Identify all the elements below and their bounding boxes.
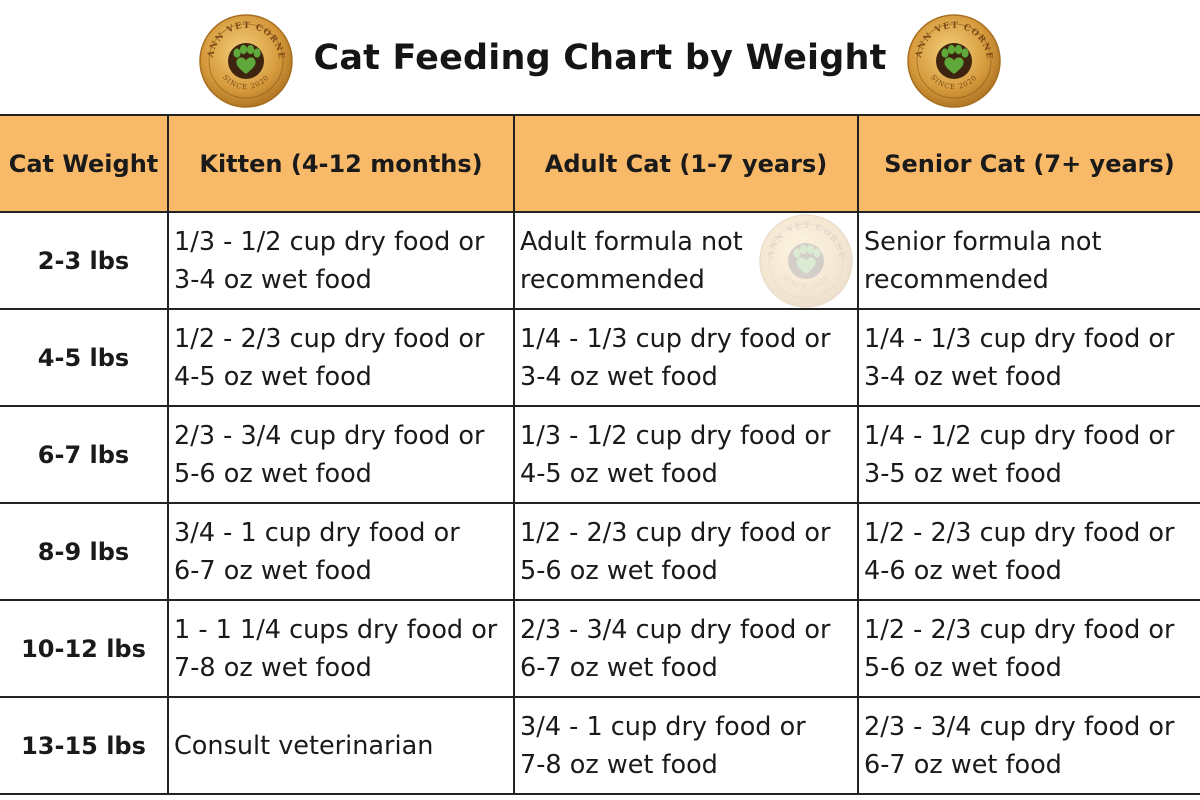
feeding-text-line: 6-7 oz wet food: [174, 555, 372, 586]
paw-heart-icon: [941, 44, 969, 74]
table-body: 2-3 lbs 1/3 - 1/2 cup dry food or 3-4 oz w…: [0, 211, 1200, 795]
feeding-table: Cat Weight Kitten (4-12 months) Adult Ca…: [0, 114, 1200, 795]
feeding-text-line: recommended: [520, 264, 705, 295]
adult-feeding-cell: 1/3 - 1/2 cup dry food or 4-5 oz wet food: [513, 405, 859, 504]
feeding-text-line: 6-7 oz wet food: [864, 749, 1062, 780]
senior-feeding-cell: 1/2 - 2/3 cup dry food or 4-6 oz wet food: [857, 502, 1200, 601]
feeding-text-line: 1/2 - 2/3 cup dry food or: [864, 614, 1175, 645]
column-header-senior: Senior Cat (7+ years): [857, 114, 1200, 213]
feeding-text-line: 5-6 oz wet food: [520, 555, 718, 586]
paw-heart-icon: [233, 44, 261, 74]
feeding-text-line: 3-4 oz wet food: [864, 361, 1062, 392]
feeding-text-line: 3/4 - 1 cup dry food or: [174, 517, 460, 548]
feeding-text-line: 4-6 oz wet food: [864, 555, 1062, 586]
feeding-text-line: 1/4 - 1/3 cup dry food or: [520, 323, 831, 354]
chart-title: Cat Feeding Chart by Weight: [313, 38, 887, 78]
table-row: 13-15 lbs Consult veterinarian 3/4 - 1 cup…: [0, 696, 1200, 795]
feeding-text-line: 1 - 1 1/4 cups dry food or: [174, 614, 498, 645]
senior-feeding-cell: 2/3 - 3/4 cup dry food or 6-7 oz wet food: [857, 696, 1200, 795]
feeding-text-line: 5-6 oz wet food: [864, 652, 1062, 683]
feeding-text-line: Senior formula not: [864, 226, 1102, 257]
senior-feeding-cell: 1/4 - 1/3 cup dry food or 3-4 oz wet food: [857, 308, 1200, 407]
senior-feeding-cell: Senior formula not recommended: [857, 211, 1200, 310]
adult-feeding-cell: 1/4 - 1/3 cup dry food or 3-4 oz wet food: [513, 308, 859, 407]
adult-feeding-cell: 3/4 - 1 cup dry food or 7-8 oz wet food: [513, 696, 859, 795]
feeding-text-line: 1/3 - 1/2 cup dry food or: [520, 420, 831, 451]
table-row: 6-7 lbs 2/3 - 3/4 cup dry food or 5-6 oz w…: [0, 405, 1200, 504]
cat-weight-cell: 2-3 lbs: [0, 211, 169, 310]
column-header-adult: Adult Cat (1-7 years): [513, 114, 859, 213]
feeding-text-line: 7-8 oz wet food: [520, 749, 718, 780]
feeding-text-line: Adult formula not: [520, 226, 743, 257]
column-header-kitten: Kitten (4-12 months): [167, 114, 515, 213]
feeding-text-line: 5-6 oz wet food: [174, 458, 372, 489]
kitten-feeding-cell: 1/2 - 2/3 cup dry food or 4-5 oz wet food: [167, 308, 515, 407]
adult-feeding-cell: 2/3 - 3/4 cup dry food or 6-7 oz wet food: [513, 599, 859, 698]
feeding-text-line: 1/2 - 2/3 cup dry food or: [174, 323, 485, 354]
feeding-text-line: 1/4 - 1/2 cup dry food or: [864, 420, 1175, 451]
senior-feeding-cell: 1/4 - 1/2 cup dry food or 3-5 oz wet food: [857, 405, 1200, 504]
kitten-feeding-cell: 3/4 - 1 cup dry food or 6-7 oz wet food: [167, 502, 515, 601]
feeding-text-line: 7-8 oz wet food: [174, 652, 372, 683]
feeding-text-line: 1/3 - 1/2 cup dry food or: [174, 226, 485, 257]
feeding-text-line: Consult veterinarian: [174, 730, 434, 761]
kitten-feeding-cell: Consult veterinarian: [167, 696, 515, 795]
kitten-feeding-cell: 1/3 - 1/2 cup dry food or 3-4 oz wet food: [167, 211, 515, 310]
feeding-text-line: 2/3 - 3/4 cup dry food or: [520, 614, 831, 645]
feeding-text-line: 2/3 - 3/4 cup dry food or: [864, 711, 1175, 742]
column-header-weight: Cat Weight: [0, 114, 169, 213]
paw-heart-icon: [793, 244, 821, 274]
cat-weight-cell: 10-12 lbs: [0, 599, 169, 698]
feeding-text-line: 4-5 oz wet food: [520, 458, 718, 489]
feeding-text-line: 3-4 oz wet food: [174, 264, 372, 295]
feeding-text-line: 6-7 oz wet food: [520, 652, 718, 683]
table-row: 4-5 lbs 1/2 - 2/3 cup dry food or 4-5 oz w…: [0, 308, 1200, 407]
logo-badge: MANN VET CORNERSINCE 2020: [193, 6, 294, 109]
table-row: 8-9 lbs 3/4 - 1 cup dry food or 6-7 oz wet…: [0, 502, 1200, 601]
feeding-text-line: 3/4 - 1 cup dry food or: [520, 711, 806, 742]
feeding-text-line: 1/2 - 2/3 cup dry food or: [864, 517, 1175, 548]
cat-weight-cell: 13-15 lbs: [0, 696, 169, 795]
table-row: 2-3 lbs 1/3 - 1/2 cup dry food or 3-4 oz w…: [0, 211, 1200, 310]
feeding-text-line: 1/4 - 1/3 cup dry food or: [864, 323, 1175, 354]
feeding-text-line: 1/2 - 2/3 cup dry food or: [520, 517, 831, 548]
cat-weight-cell: 4-5 lbs: [0, 308, 169, 407]
table-header-row: Cat Weight Kitten (4-12 months) Adult Ca…: [0, 114, 1200, 213]
watermark-logo: MANN VET CORNERSINCE 2020: [753, 206, 854, 309]
kitten-feeding-cell: 1 - 1 1/4 cups dry food or 7-8 oz wet foo…: [167, 599, 515, 698]
feeding-text-line: 3-5 oz wet food: [864, 458, 1062, 489]
adult-feeding-cell: 1/2 - 2/3 cup dry food or 5-6 oz wet food: [513, 502, 859, 601]
chart-header: MANN VET CORNERSINCE 2020 Cat Feeding Ch…: [0, 0, 1200, 114]
feeding-text-line: recommended: [864, 264, 1049, 295]
feeding-text-line: 3-4 oz wet food: [520, 361, 718, 392]
feeding-text-line: 4-5 oz wet food: [174, 361, 372, 392]
logo-badge: MANN VET CORNERSINCE 2020: [901, 6, 1002, 109]
kitten-feeding-cell: 2/3 - 3/4 cup dry food or 5-6 oz wet food: [167, 405, 515, 504]
table-row: 10-12 lbs 1 - 1 1/4 cups dry food or 7-8 o…: [0, 599, 1200, 698]
senior-feeding-cell: 1/2 - 2/3 cup dry food or 5-6 oz wet food: [857, 599, 1200, 698]
cat-weight-cell: 6-7 lbs: [0, 405, 169, 504]
feeding-text-line: 2/3 - 3/4 cup dry food or: [174, 420, 485, 451]
cat-weight-cell: 8-9 lbs: [0, 502, 169, 601]
